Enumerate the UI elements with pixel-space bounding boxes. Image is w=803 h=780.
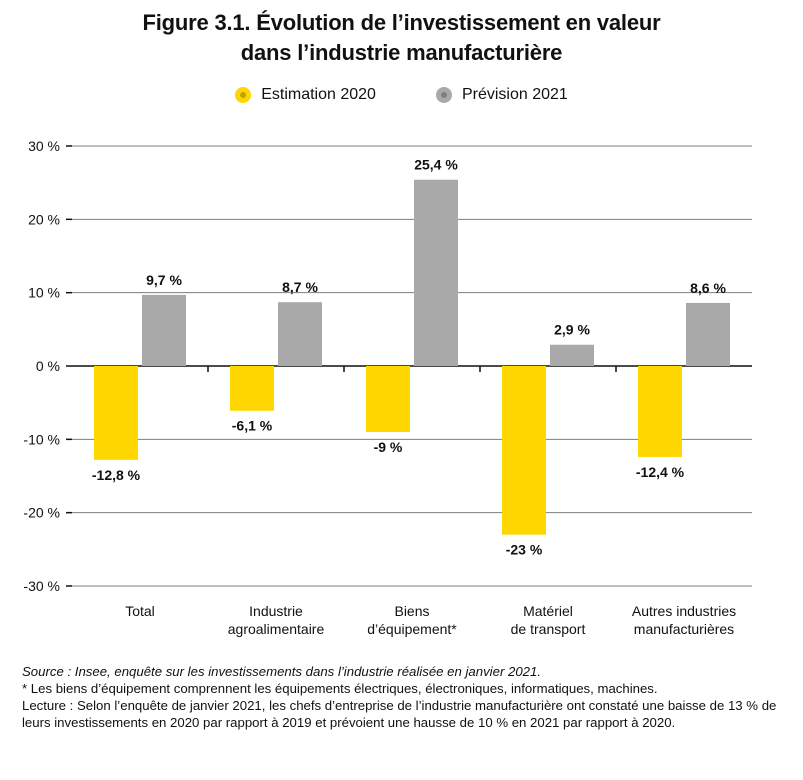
y-tick-label: -10 % bbox=[23, 431, 60, 447]
y-tick-label: 10 % bbox=[28, 285, 60, 301]
legend-item-prevision: Prévision 2021 bbox=[435, 86, 568, 104]
legend-label-prevision: Prévision 2021 bbox=[461, 86, 568, 103]
bar-estimation bbox=[638, 366, 682, 457]
y-tick-label: 30 % bbox=[28, 138, 60, 154]
bar-chart: 30 % 20 % 10 % 0 % -10 % -20 % -30 % -12,8 % 9,7… bbox=[23, 138, 752, 637]
x-tick-label: Autres industries bbox=[632, 603, 736, 619]
data-label: 2,9 % bbox=[554, 322, 590, 338]
x-tick-label: d’équipement* bbox=[367, 621, 457, 637]
data-label: -12,8 % bbox=[92, 467, 141, 483]
chart-legend: Estimation 2020 Prévision 2021 bbox=[0, 86, 803, 104]
bar-estimation bbox=[502, 366, 546, 535]
data-label: 9,7 % bbox=[146, 272, 182, 288]
legend-label-estimation: Estimation 2020 bbox=[261, 86, 376, 103]
chart-title-line-1: Figure 3.1. Évolution de l’investissemen… bbox=[142, 10, 661, 35]
data-label: -23 % bbox=[506, 542, 543, 558]
data-label: -6,1 % bbox=[232, 418, 273, 434]
legend-dot-prevision-icon bbox=[435, 87, 452, 103]
x-tick-label: manufacturières bbox=[634, 621, 734, 637]
bar-prevision bbox=[278, 302, 322, 366]
chart-title: Figure 3.1. Évolution de l’investissemen… bbox=[0, 8, 803, 68]
y-tick-label: -20 % bbox=[23, 505, 60, 521]
legend-item-estimation: Estimation 2020 bbox=[235, 86, 376, 104]
y-tick-label: 0 % bbox=[36, 358, 60, 374]
x-tick-label: de transport bbox=[511, 621, 586, 637]
x-tick-label: agroalimentaire bbox=[228, 621, 325, 637]
bar-prevision bbox=[686, 302, 730, 366]
chart-notes: Source : Insee, enquête sur les investis… bbox=[22, 663, 782, 731]
bar-estimation bbox=[366, 366, 410, 432]
chart-title-line-2: dans l’industrie manufacturière bbox=[240, 40, 563, 65]
y-tick-label: -30 % bbox=[23, 578, 60, 594]
bar-prevision bbox=[414, 179, 458, 366]
footnote: * Les biens d’équipement comprennent les… bbox=[22, 681, 658, 696]
x-tick-label: Matériel bbox=[523, 603, 573, 619]
reading-note: Lecture : Selon l’enquête de janvier 202… bbox=[22, 698, 777, 730]
bar-estimation bbox=[230, 366, 274, 411]
x-tick-label: Total bbox=[125, 603, 155, 619]
data-label: 8,6 % bbox=[690, 280, 726, 296]
bar-prevision bbox=[142, 294, 186, 366]
legend-dot-estimation-icon bbox=[235, 87, 252, 103]
bar-prevision bbox=[550, 344, 594, 366]
y-tick-label: 20 % bbox=[28, 211, 60, 227]
data-label: -12,4 % bbox=[636, 464, 685, 480]
data-label: 25,4 % bbox=[414, 157, 458, 173]
data-label: -9 % bbox=[374, 439, 403, 455]
bar-estimation bbox=[94, 366, 138, 460]
x-tick-label: Industrie bbox=[249, 603, 303, 619]
x-tick-label: Biens bbox=[394, 603, 429, 619]
data-label: 8,7 % bbox=[282, 279, 318, 295]
source-note: Source : Insee, enquête sur les investis… bbox=[22, 664, 542, 679]
